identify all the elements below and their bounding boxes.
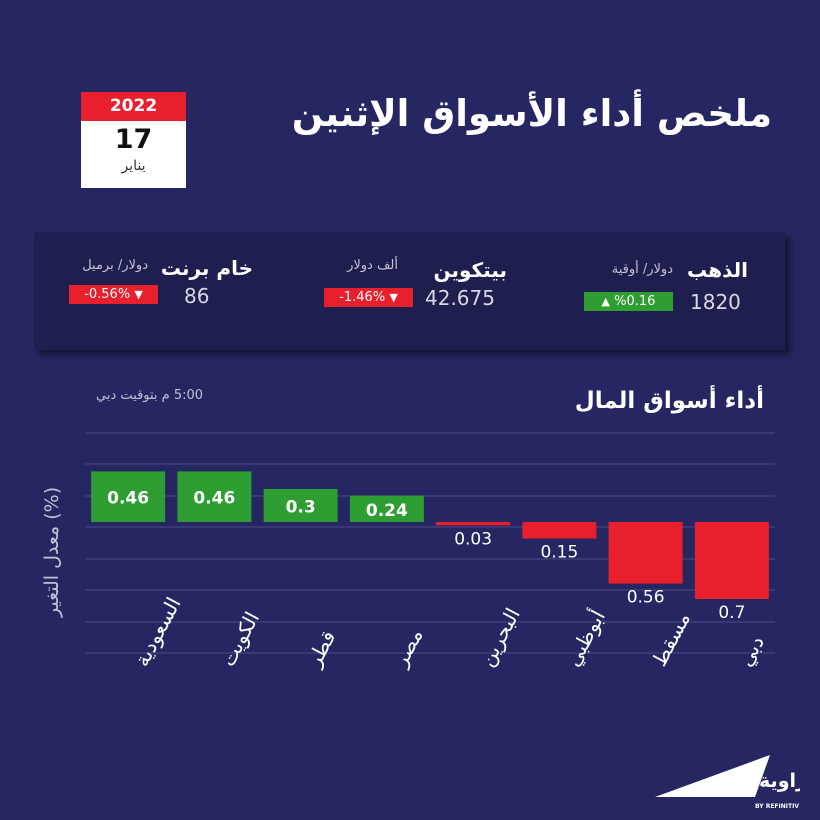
bar xyxy=(263,489,338,522)
y-axis-label: معدل التغير (%) xyxy=(41,487,63,618)
zawya-logo: زاوية BY REFINITIV xyxy=(655,755,800,810)
data-label: 0.7 xyxy=(718,603,745,623)
bar xyxy=(608,522,683,584)
chart-grid xyxy=(85,432,775,654)
commodity-unit-brent: دولار/ برميل xyxy=(82,258,148,273)
data-label: 0.03 xyxy=(454,529,492,549)
commodity-unit-gold: دولار/ أوقية xyxy=(611,262,673,277)
chart-data-labels: 0.46 0.46 0.3 0.24 0.03 0.15 0.56 0.7 xyxy=(107,489,745,623)
data-label: 0.46 xyxy=(107,489,149,509)
commodity-change-gold: ▲ %0.16 xyxy=(584,292,673,311)
logo-tagline: BY REFINITIV xyxy=(755,803,799,810)
data-label: 0.24 xyxy=(366,501,408,521)
logo-swoosh xyxy=(655,755,770,797)
chart-title: أداء أسواق المال xyxy=(574,388,764,414)
bar xyxy=(522,522,597,539)
chart-bars xyxy=(91,471,769,599)
bar xyxy=(436,522,511,526)
chart-subtitle: 5:00 م بتوقيت دبي xyxy=(96,388,204,403)
category-label: البحرين xyxy=(474,604,524,670)
data-label: 0.56 xyxy=(627,588,665,608)
calendar-year: 2022 xyxy=(81,92,186,121)
commodity-strip: الذهب دولار/ أوقية ▲ %0.16 1820 بيتكوين … xyxy=(34,232,785,350)
category-label: قطر xyxy=(301,626,340,671)
logo-wordmark: زاوية xyxy=(759,770,800,792)
category-label: السعودية xyxy=(129,593,185,670)
commodity-change-brent: -0.56% ▼ xyxy=(69,285,158,304)
category-label: مصر xyxy=(388,625,428,672)
page-title: ملخص أداء الأسواق الإثنين xyxy=(291,92,772,135)
data-label: 0.46 xyxy=(193,489,235,509)
arrow-up-icon: ▲ xyxy=(601,295,610,308)
data-label: 0.15 xyxy=(540,543,578,563)
bar xyxy=(91,471,166,522)
commodity-price-gold: 1820 xyxy=(690,290,741,314)
data-label: 0.3 xyxy=(286,498,316,518)
commodity-change-brent-value: -0.56% xyxy=(84,287,131,302)
commodity-price-brent: 86 xyxy=(184,284,210,308)
chart-category-labels: السعودية الكويت قطر مصر البحرين أبوظبي مسقط دبي xyxy=(129,593,769,671)
commodity-change-bitcoin-value: -1.46% xyxy=(339,290,386,305)
commodity-name-gold: الذهب xyxy=(687,258,748,282)
bar xyxy=(694,522,769,599)
commodity-name-bitcoin: بيتكوين xyxy=(433,258,507,282)
category-label: مسقط xyxy=(647,608,695,670)
commodity-price-bitcoin: 42.675 xyxy=(425,286,495,310)
category-label: أبوظبي xyxy=(560,606,611,671)
category-label: دبي xyxy=(733,632,770,671)
commodity-name-brent: خام برنت xyxy=(160,256,253,280)
arrow-down-icon: ▼ xyxy=(389,291,398,304)
bar xyxy=(349,495,424,522)
date-calendar: 2022 17 يناير xyxy=(81,92,186,188)
category-label: الكويت xyxy=(216,608,265,671)
commodity-change-bitcoin: -1.46% ▼ xyxy=(324,288,413,307)
commodity-unit-bitcoin: ألف دولار xyxy=(347,258,398,273)
arrow-down-icon: ▼ xyxy=(134,288,143,301)
bar xyxy=(177,471,252,522)
calendar-month: يناير xyxy=(121,158,146,174)
commodity-change-gold-value: %0.16 xyxy=(614,294,656,309)
calendar-day: 17 xyxy=(114,124,153,155)
